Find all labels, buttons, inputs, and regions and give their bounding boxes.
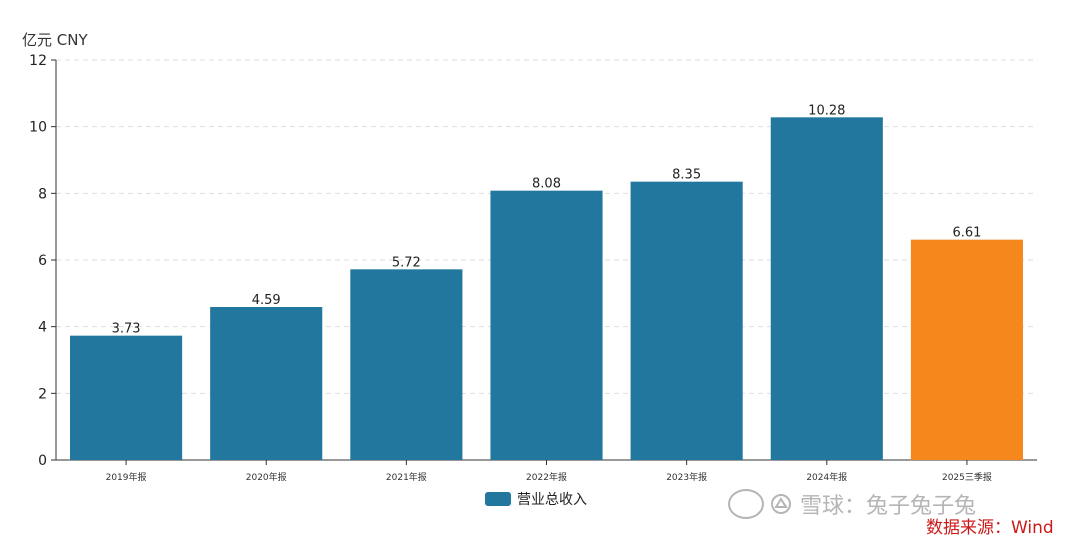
x-tick-label: 2023年报	[666, 471, 707, 483]
bar[interactable]	[490, 190, 603, 460]
bar[interactable]	[770, 117, 883, 460]
bar[interactable]	[630, 181, 743, 460]
data-labels: 3.73 4.59 5.72 8.08 8.35 10.28 6.61	[112, 103, 982, 336]
y-axis-unit-label: 亿元 CNY	[22, 31, 88, 49]
x-tick-label: 2019年报	[106, 471, 147, 483]
y-tick-label: 10	[29, 120, 47, 136]
x-tick-label: 2024年报	[806, 471, 847, 483]
bar[interactable]	[350, 269, 463, 460]
bar[interactable]	[70, 335, 183, 460]
bar-value-label: 8.08	[532, 177, 561, 192]
bars	[70, 117, 1023, 460]
data-source-note: 数据来源：Wind	[926, 518, 1054, 538]
legend[interactable]: 营业总收入	[485, 489, 587, 509]
x-tick-label: 2020年报	[246, 471, 287, 483]
legend-swatch	[485, 492, 511, 506]
x-tick-label: 2025三季报	[942, 471, 992, 483]
legend-label: 营业总收入	[517, 492, 587, 508]
wechat-icon	[728, 489, 764, 519]
y-tick-label: 12	[29, 53, 47, 69]
bar-value-label: 10.28	[808, 103, 845, 118]
bar-value-label: 3.73	[112, 322, 141, 337]
bar[interactable]	[210, 307, 323, 460]
bar-value-label: 6.61	[952, 226, 981, 241]
x-tick-label: 2021年报	[386, 471, 427, 483]
bar-value-label: 8.35	[672, 168, 701, 183]
bar[interactable]	[910, 239, 1023, 460]
watermark-text: 雪球：兔子兔子兔	[800, 494, 977, 519]
snowball-logo-icon	[771, 494, 791, 514]
y-tick-label: 2	[38, 386, 47, 402]
y-tick-label: 0	[38, 453, 47, 469]
y-tick-label: 6	[38, 253, 47, 269]
watermark: 雪球：兔子兔子兔	[728, 488, 976, 520]
y-tick-label: 4	[38, 320, 47, 336]
bar-value-label: 4.59	[252, 293, 281, 308]
x-tick-label: 2022年报	[526, 471, 567, 483]
bar-value-label: 5.72	[392, 255, 421, 270]
y-tick-label: 8	[38, 186, 47, 202]
